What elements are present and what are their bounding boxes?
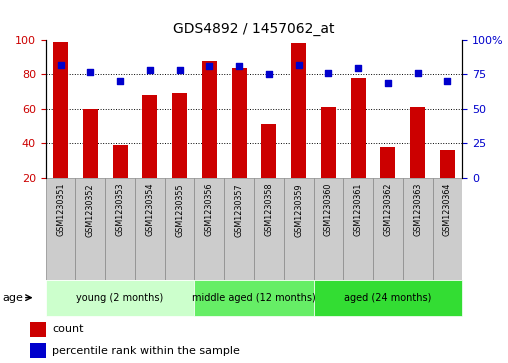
Bar — [313, 280, 462, 316]
Bar — [172, 93, 187, 178]
Bar — [380, 147, 395, 178]
Point — [56, 62, 65, 68]
Bar — [403, 178, 432, 280]
Text: GSM1230363: GSM1230363 — [413, 183, 422, 236]
Bar — [83, 109, 98, 178]
Bar — [113, 145, 128, 178]
Bar — [105, 178, 135, 280]
Point — [146, 68, 154, 73]
Point — [443, 78, 452, 84]
Text: GSM1230351: GSM1230351 — [56, 183, 65, 236]
Bar — [46, 178, 76, 280]
Bar — [343, 178, 373, 280]
Text: GSM1230364: GSM1230364 — [443, 183, 452, 236]
Bar — [135, 178, 165, 280]
Bar — [432, 178, 462, 280]
Point — [324, 70, 332, 76]
Text: count: count — [52, 325, 83, 334]
Point — [235, 63, 243, 69]
Text: GSM1230357: GSM1230357 — [235, 183, 244, 237]
Bar — [351, 78, 366, 178]
Text: GSM1230361: GSM1230361 — [354, 183, 363, 236]
Bar — [30, 343, 46, 358]
Bar — [202, 61, 217, 178]
Bar — [232, 68, 246, 178]
Bar — [46, 280, 195, 316]
Title: GDS4892 / 1457062_at: GDS4892 / 1457062_at — [173, 22, 335, 36]
Text: GSM1230360: GSM1230360 — [324, 183, 333, 236]
Bar — [284, 178, 313, 280]
Point — [205, 63, 213, 69]
Text: middle aged (12 months): middle aged (12 months) — [192, 293, 316, 303]
Text: GSM1230353: GSM1230353 — [116, 183, 124, 236]
Bar — [291, 44, 306, 178]
Text: percentile rank within the sample: percentile rank within the sample — [52, 346, 240, 356]
Bar — [195, 178, 224, 280]
Bar — [313, 178, 343, 280]
Bar — [254, 178, 284, 280]
Text: GSM1230354: GSM1230354 — [145, 183, 154, 236]
Bar — [373, 178, 403, 280]
Point — [265, 72, 273, 77]
Bar — [165, 178, 195, 280]
Bar — [76, 178, 105, 280]
Text: young (2 months): young (2 months) — [77, 293, 164, 303]
Text: GSM1230362: GSM1230362 — [384, 183, 392, 236]
Point — [354, 65, 362, 70]
Bar — [195, 280, 313, 316]
Bar — [224, 178, 254, 280]
Text: GSM1230352: GSM1230352 — [86, 183, 95, 237]
Point — [414, 70, 422, 76]
Point — [384, 80, 392, 86]
Bar — [53, 42, 68, 178]
Point — [176, 68, 184, 73]
Text: age: age — [3, 293, 23, 303]
Bar — [321, 107, 336, 178]
Point — [86, 69, 94, 74]
Bar — [410, 107, 425, 178]
Bar — [30, 322, 46, 337]
Text: GSM1230359: GSM1230359 — [294, 183, 303, 237]
Bar — [262, 125, 276, 178]
Point — [116, 78, 124, 84]
Text: GSM1230355: GSM1230355 — [175, 183, 184, 237]
Text: GSM1230358: GSM1230358 — [264, 183, 273, 236]
Bar — [440, 150, 455, 178]
Text: aged (24 months): aged (24 months) — [344, 293, 432, 303]
Point — [295, 62, 303, 68]
Bar — [142, 95, 157, 178]
Text: GSM1230356: GSM1230356 — [205, 183, 214, 236]
